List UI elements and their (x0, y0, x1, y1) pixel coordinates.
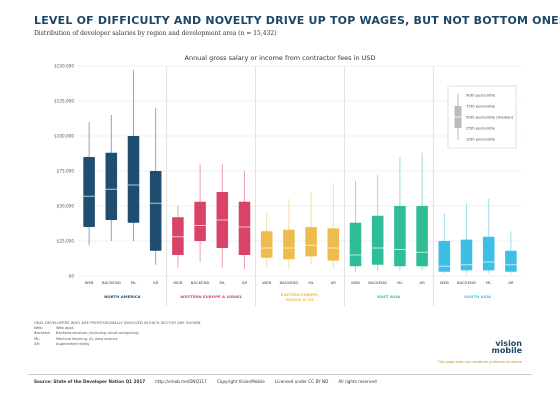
infographic-card: LEVEL OF DIFFICULTY AND NOVELTY DRIVE UP… (28, 8, 560, 392)
legend-label: 90th percentile (466, 93, 496, 98)
x-tick-label: ML (131, 280, 137, 285)
x-tick-label: WEB (85, 280, 94, 285)
box (260, 231, 273, 258)
notes-value: Machine learning, AI, data science (56, 336, 118, 341)
notes-key: Backend: (34, 331, 51, 336)
notes-value: Backend services (including cloud comput… (56, 331, 139, 336)
group-label: NORTH AMERICA (104, 294, 141, 299)
footer-copyright: Copyright VisionMobile (216, 379, 265, 384)
group-label: EAST ASIA (377, 294, 400, 299)
brand-logo: vision mobile (491, 339, 522, 355)
x-tick-label: WEB (351, 280, 360, 285)
footer-source: Source: State of the Developer Nation Q1… (34, 379, 146, 384)
notes-value: Web apps (56, 326, 74, 331)
x-tick-label: WEB (173, 280, 182, 285)
notes-row: Web: Web apps (34, 326, 334, 331)
legend-label: 50th percentile (median) (466, 115, 514, 120)
x-tick-label: BACKEND (368, 280, 387, 285)
footer: Source: State of the Developer Nation Q1… (28, 374, 532, 388)
x-tick-label: BACKEND (279, 280, 298, 285)
box (394, 206, 406, 267)
x-tick-label: AR (508, 280, 514, 285)
notes-key: Web: (34, 326, 44, 331)
x-tick-label: WEB (262, 280, 271, 285)
box (105, 152, 118, 220)
y-tick-label: $0 (69, 274, 75, 279)
legend-label: 10th percentile (466, 137, 496, 142)
y-tick-label: $50,000 (57, 204, 75, 209)
notes-key: AR: (34, 341, 41, 346)
notes-block: ONLY DEVELOPERS WHO ARE PROFESSIONALLY I… (34, 321, 334, 347)
y-tick-label: $100,000 (54, 134, 74, 139)
x-tick-label: AR (153, 280, 159, 285)
group-label: RUSSIA & CIS (286, 298, 314, 302)
notes-key: ML: (34, 336, 41, 341)
box (505, 250, 517, 272)
group-label: WESTERN EUROPE & ISRAEL (180, 294, 242, 299)
box (482, 236, 495, 271)
legend-label: 75th percentile (466, 104, 496, 109)
notes-value: Augmented reality (56, 341, 90, 346)
box (371, 215, 384, 265)
box (305, 227, 317, 257)
x-tick-label: BACKEND (102, 280, 121, 285)
page-subtitle: Distribution of developer salaries by re… (34, 30, 277, 37)
box (194, 201, 206, 241)
x-tick-label: AR (331, 280, 337, 285)
notes-row: Backend: Backend services (including clo… (34, 331, 334, 336)
disclaimer-note: This page does not constitute profession… (437, 360, 522, 364)
y-tick-label: $150,000 (54, 64, 74, 69)
x-tick-label: AR (419, 280, 425, 285)
box (460, 239, 473, 271)
y-tick-label: $25,000 (57, 239, 75, 244)
box (127, 136, 140, 223)
y-tick-label: $125,000 (54, 99, 74, 104)
x-tick-label: BACKEND (191, 280, 210, 285)
notes-header: ONLY DEVELOPERS WHO ARE PROFESSIONALLY I… (34, 321, 201, 325)
box (416, 206, 428, 267)
x-tick-label: ML (308, 280, 314, 285)
box (438, 241, 451, 272)
footer-rights: All rights reserved (338, 379, 377, 384)
x-tick-label: ML (486, 280, 492, 285)
page-title: LEVEL OF DIFFICULTY AND NOVELTY DRIVE UP… (34, 14, 560, 27)
notes-row: AR: Augmented reality (34, 342, 334, 347)
box (238, 201, 251, 255)
x-tick-label: BACKEND (457, 280, 476, 285)
group-label: EASTERN EUROPE, (281, 293, 320, 297)
y-tick-label: $75,000 (57, 169, 75, 174)
box (327, 228, 340, 261)
notes-row: ML: Machine learning, AI, data science (34, 337, 334, 342)
boxplot-chart: $0 $25,000 $50,000 $75,000 $100,000 $125,000 $… (54, 64, 522, 306)
x-tick-label: ML (220, 280, 226, 285)
x-tick-label: ML (397, 280, 403, 285)
box (83, 157, 95, 227)
brand-line-1: vision (495, 339, 522, 348)
box (172, 217, 184, 255)
footer-license: Licensed under CC BY ND (274, 379, 329, 384)
x-tick-label: WEB (440, 280, 449, 285)
chart-title: Annual gross salary or income from contr… (184, 54, 376, 62)
box (149, 171, 162, 251)
brand-line-2: mobile (491, 346, 522, 355)
x-tick-label: AR (242, 280, 248, 285)
footer-url[interactable]: http://vmob.me/DNQ117 (155, 379, 207, 384)
group-label: SOUTH ASIA (464, 294, 491, 299)
legend-label: 25th percentile (466, 126, 496, 131)
box (283, 229, 295, 260)
box (349, 222, 362, 267)
